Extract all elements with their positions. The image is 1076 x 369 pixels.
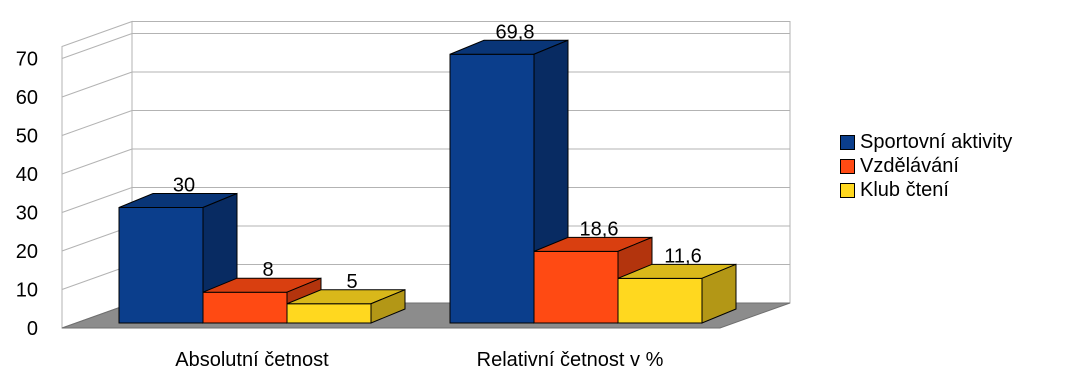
x-axis-category-labels: Absolutní četnost Relativní četnost v % (175, 349, 663, 369)
legend-swatch (840, 158, 855, 174)
data-label: 5 (346, 271, 357, 293)
y-tick-label: 20 (16, 241, 38, 263)
bar-front (286, 303, 372, 324)
bar-front (118, 207, 204, 324)
y-tick-label: 70 (16, 49, 38, 71)
category-label: Relativní četnost v % (477, 349, 664, 369)
bar (202, 277, 322, 324)
y-axis-tick-labels: 0 10 20 30 40 50 60 70 (16, 49, 38, 341)
legend-item-sportovni-aktivity: Sportovní aktivity (840, 130, 1012, 154)
gridline (61, 148, 790, 175)
legend-label: Vzdělávání (860, 154, 959, 177)
legend-label: Sportovní aktivity (860, 130, 1013, 153)
bar-front (202, 291, 288, 324)
y-tick-label: 50 (16, 126, 38, 148)
gridline (61, 187, 790, 213)
gridline (61, 110, 790, 136)
data-label: 69,8 (496, 21, 535, 43)
data-label: 30 (173, 175, 195, 197)
gridline (61, 33, 790, 59)
data-label: 8 (262, 259, 273, 281)
legend-swatch (840, 182, 855, 198)
bar (286, 289, 406, 324)
bar (617, 263, 737, 324)
legend-swatch (840, 134, 855, 150)
bar-side (701, 263, 737, 324)
category-label: Absolutní četnost (175, 349, 329, 369)
gridline (61, 71, 790, 98)
legend-item-vzdelavani: Vzdělávání (840, 154, 1012, 178)
legend-item-klub-cteni: Klub čtení (840, 178, 1012, 202)
bar-front (617, 277, 703, 324)
y-tick-label: 40 (16, 164, 38, 186)
data-labels: 30 8 5 69,8 18,6 11,6 (173, 21, 702, 292)
y-tick-label: 0 (27, 318, 38, 340)
y-tick-label: 10 (16, 280, 38, 302)
bar-side (370, 289, 406, 324)
y-tick-label: 60 (16, 87, 38, 109)
bar-front (449, 53, 535, 324)
y-tick-label: 30 (16, 203, 38, 225)
bar-front (533, 250, 619, 324)
data-label: 11,6 (664, 245, 701, 267)
data-label: 18,6 (580, 218, 619, 240)
legend: Sportovní aktivity Vzdělávání Klub čtení (840, 130, 1012, 202)
legend-label: Klub čtení (860, 178, 949, 201)
bars (118, 39, 737, 324)
